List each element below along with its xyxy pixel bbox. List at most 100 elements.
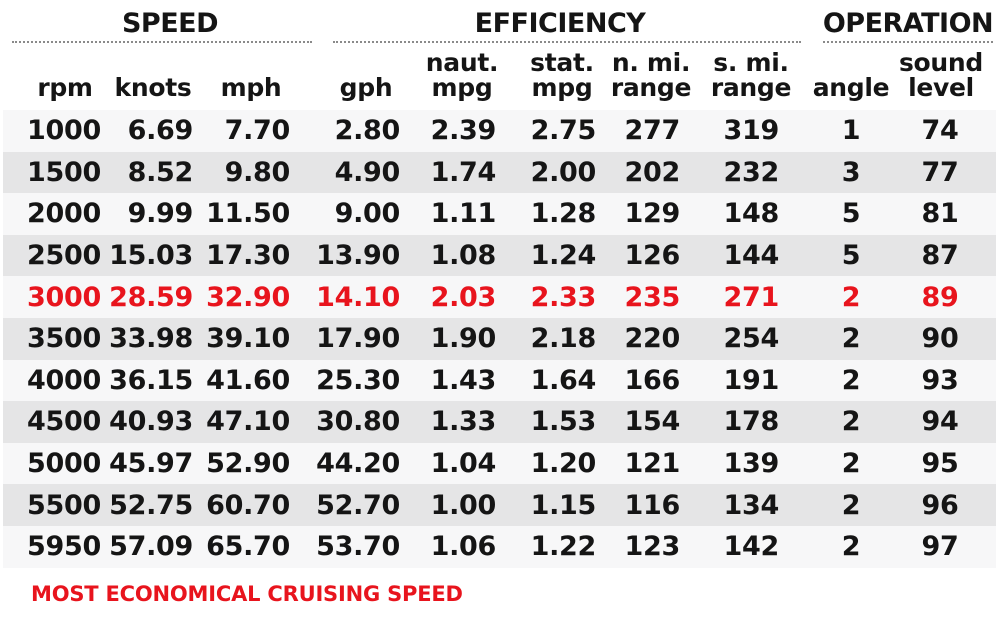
cell-gph: 53.70 xyxy=(316,531,400,563)
cell-rpm: 3000 xyxy=(27,281,101,313)
cell-knots: 8.52 xyxy=(127,156,194,188)
table-row: 2500 15.03 17.30 13.90 1.08 1.24 126 144 5 87 xyxy=(3,234,996,277)
cell-mph: 9.80 xyxy=(224,156,291,188)
table-row: 1500 8.52 9.80 4.90 1.74 2.00 202 232 3 77 xyxy=(3,151,996,194)
cell-naut-mpg: 1.00 xyxy=(430,489,497,521)
group-title-operation: OPERATION xyxy=(822,8,994,39)
cell-s-mi-range: 139 xyxy=(723,448,780,480)
table-row: 1000 6.69 7.70 2.80 2.39 2.75 277 319 1 74 xyxy=(3,110,996,152)
cell-rpm: 5000 xyxy=(27,448,101,480)
cell-angle: 5 xyxy=(841,240,861,272)
cell-rpm: 2500 xyxy=(27,240,101,272)
col-header-n-mi-range: n. mi. range xyxy=(610,48,692,102)
performance-table: 1000 6.69 7.70 2.80 2.39 2.75 277 319 1 74 1500 8.5… xyxy=(3,110,996,568)
cell-rpm: 4000 xyxy=(27,364,101,396)
cell-mph: 65.70 xyxy=(206,531,290,563)
cell-angle: 2 xyxy=(841,364,861,396)
cell-s-mi-range: 142 xyxy=(723,531,780,563)
cell-n-mi-range: 154 xyxy=(624,406,681,438)
table-row: 5500 52.75 60.70 52.70 1.00 1.15 116 134 2 96 xyxy=(3,484,996,526)
cell-sound-level: 95 xyxy=(921,448,959,480)
cell-s-mi-range: 191 xyxy=(723,364,780,396)
cell-stat-mpg: 1.15 xyxy=(530,489,597,521)
cell-angle: 1 xyxy=(841,115,861,147)
cell-rpm: 5500 xyxy=(27,489,101,521)
cell-naut-mpg: 1.11 xyxy=(430,198,497,230)
cell-naut-mpg: 2.39 xyxy=(430,115,497,147)
table-row-highlighted: 3000 28.59 32.90 14.10 2.03 2.33 235 271 2 89 xyxy=(3,276,996,318)
col-header-stat-mpg: stat. mpg xyxy=(530,48,594,102)
cell-gph: 4.90 xyxy=(334,156,401,188)
cell-knots: 52.75 xyxy=(109,489,193,521)
divider-efficiency xyxy=(333,41,801,43)
cell-mph: 11.50 xyxy=(206,198,290,230)
cell-rpm: 4500 xyxy=(27,406,101,438)
cell-n-mi-range: 129 xyxy=(624,198,681,230)
cell-s-mi-range: 319 xyxy=(723,115,780,147)
table-row: 2000 9.99 11.50 9.00 1.11 1.28 129 148 5 81 xyxy=(3,193,996,235)
cell-rpm: 2000 xyxy=(27,198,101,230)
cell-s-mi-range: 148 xyxy=(723,198,780,230)
cell-stat-mpg: 2.75 xyxy=(530,115,597,147)
cell-s-mi-range: 144 xyxy=(723,240,780,272)
cell-gph: 44.20 xyxy=(316,448,400,480)
cell-gph: 9.00 xyxy=(334,198,401,230)
cell-sound-level: 90 xyxy=(921,323,959,355)
cell-stat-mpg: 1.24 xyxy=(530,240,597,272)
cell-n-mi-range: 235 xyxy=(624,281,681,313)
cell-mph: 39.10 xyxy=(206,323,290,355)
cell-mph: 7.70 xyxy=(224,115,291,147)
col-header-knots: knots xyxy=(114,73,192,102)
cell-stat-mpg: 2.18 xyxy=(530,323,597,355)
cell-angle: 3 xyxy=(841,156,861,188)
cell-sound-level: 81 xyxy=(921,198,959,230)
cell-s-mi-range: 178 xyxy=(723,406,780,438)
cell-n-mi-range: 126 xyxy=(624,240,681,272)
cell-naut-mpg: 1.90 xyxy=(430,323,497,355)
cell-rpm: 1000 xyxy=(27,115,101,147)
cell-stat-mpg: 1.20 xyxy=(530,448,597,480)
cell-n-mi-range: 121 xyxy=(624,448,681,480)
cell-n-mi-range: 220 xyxy=(624,323,681,355)
cell-gph: 13.90 xyxy=(316,240,400,272)
cell-rpm: 5950 xyxy=(27,531,101,563)
cell-stat-mpg: 1.22 xyxy=(530,531,597,563)
table-row: 3500 33.98 39.10 17.90 1.90 2.18 220 254 2 90 xyxy=(3,317,996,360)
highlight-legend-note: MOST ECONOMICAL CRUISING SPEED xyxy=(31,582,463,606)
group-title-speed: SPEED xyxy=(121,8,219,39)
cell-naut-mpg: 1.04 xyxy=(430,448,497,480)
table-row: 4500 40.93 47.10 30.80 1.33 1.53 154 178 2 94 xyxy=(3,401,996,443)
cell-naut-mpg: 1.43 xyxy=(430,364,497,396)
cell-gph: 14.10 xyxy=(316,281,400,313)
cell-sound-level: 96 xyxy=(921,489,959,521)
cell-s-mi-range: 232 xyxy=(723,156,780,188)
cell-sound-level: 94 xyxy=(921,406,959,438)
cell-sound-level: 74 xyxy=(921,115,959,147)
cell-knots: 36.15 xyxy=(109,364,193,396)
divider-operation xyxy=(823,41,993,43)
cell-s-mi-range: 254 xyxy=(723,323,780,355)
cell-gph: 2.80 xyxy=(334,115,401,147)
cell-naut-mpg: 2.03 xyxy=(430,281,497,313)
col-header-angle: angle xyxy=(812,73,890,102)
cell-angle: 2 xyxy=(841,448,861,480)
cell-n-mi-range: 277 xyxy=(624,115,681,147)
cell-knots: 40.93 xyxy=(109,406,193,438)
cell-mph: 41.60 xyxy=(206,364,290,396)
cell-n-mi-range: 166 xyxy=(624,364,681,396)
cell-gph: 30.80 xyxy=(316,406,400,438)
cell-angle: 5 xyxy=(841,198,861,230)
col-header-mph: mph xyxy=(220,73,282,102)
cell-angle: 2 xyxy=(841,531,861,563)
cell-knots: 28.59 xyxy=(109,281,193,313)
cell-angle: 2 xyxy=(841,323,861,355)
cell-sound-level: 93 xyxy=(921,364,959,396)
col-header-naut-mpg: naut. mpg xyxy=(425,48,499,102)
cell-sound-level: 77 xyxy=(921,156,959,188)
cell-gph: 25.30 xyxy=(316,364,400,396)
cell-sound-level: 89 xyxy=(921,281,959,313)
cell-knots: 9.99 xyxy=(127,198,194,230)
divider-speed xyxy=(12,41,312,43)
cell-mph: 17.30 xyxy=(206,240,290,272)
cell-n-mi-range: 116 xyxy=(624,489,681,521)
